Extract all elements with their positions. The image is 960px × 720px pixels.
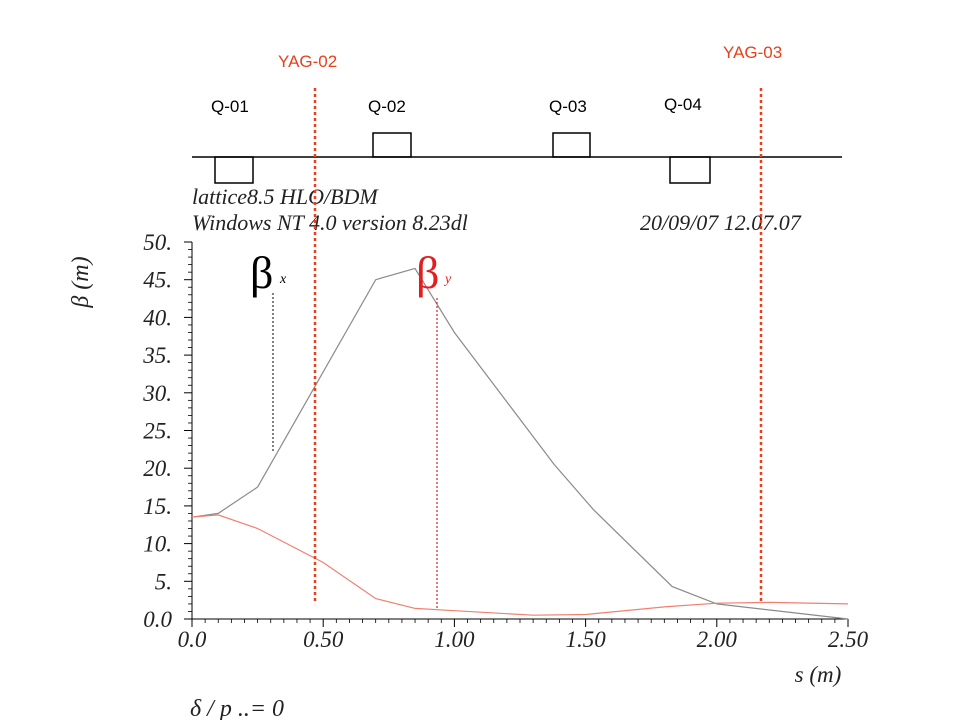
x-axis-title: s (m) — [795, 662, 842, 687]
x-tick-label: 1.00 — [434, 627, 475, 652]
y-tick-label: 25. — [143, 419, 172, 444]
y-axis-title: β (m) — [68, 256, 94, 308]
quad-label-q02: Q-02 — [368, 97, 406, 116]
y-tick-label: 5. — [155, 569, 172, 594]
beta-x-curve — [191, 267, 849, 620]
x-tick-label: 2.50 — [828, 627, 869, 652]
quad-q04-magnet — [669, 156, 711, 184]
beta-x-subscript: x — [279, 272, 287, 287]
x-tick-label: 2.00 — [697, 627, 738, 652]
y-tick-label: 30. — [142, 381, 172, 406]
quad-label-q01: Q-01 — [211, 97, 249, 116]
y-tick-label: 50. — [143, 230, 172, 255]
x-tick-label: 0.0 — [178, 627, 207, 652]
y-tick-label: 0.0 — [143, 607, 172, 632]
y-tick-label: 45. — [143, 268, 172, 293]
quad-label-q03: Q-03 — [549, 97, 587, 116]
y-tick-label: 20. — [143, 456, 172, 481]
quad-label-q04: Q-04 — [664, 95, 702, 114]
beamline-schematic — [192, 132, 842, 184]
bottom-cropped-text: δ / p ..= 0 — [190, 696, 284, 720]
x-tick-label: 1.50 — [565, 627, 606, 652]
screen-label-yag03: YAG-03 — [723, 43, 783, 62]
quad-q01-magnet — [214, 156, 254, 184]
beta-curves — [191, 267, 849, 620]
y-tick-label: 40. — [143, 305, 172, 330]
x-tick-label: 0.50 — [303, 627, 344, 652]
axis-ticks: 0.0 5. 10. 15. 20. 25. 30. 35. 40. 45. 50. 0.0 0.50 1… — [142, 230, 868, 652]
screen-label-yag02: YAG-02 — [278, 52, 338, 71]
quad-q02-magnet — [372, 132, 412, 158]
y-tick-label: 10. — [143, 532, 172, 557]
y-tick-label: 15. — [143, 494, 172, 519]
beta-y-legend: β y — [416, 247, 452, 610]
beta-y-curve — [191, 514, 849, 616]
beta-y-subscript: y — [443, 272, 452, 287]
beta-y-symbol: β — [416, 247, 439, 298]
y-tick-label: 35. — [142, 343, 172, 368]
header-datetime: 20/09/07 12.07.07 — [640, 210, 801, 235]
header-version: Windows NT 4.0 version 8.23dl — [192, 210, 468, 235]
quad-q03-magnet — [552, 132, 591, 158]
header-program: lattice8.5 HLO/BDM — [192, 184, 378, 209]
beta-x-legend: β x — [250, 247, 287, 452]
beta-x-symbol: β — [250, 247, 273, 298]
